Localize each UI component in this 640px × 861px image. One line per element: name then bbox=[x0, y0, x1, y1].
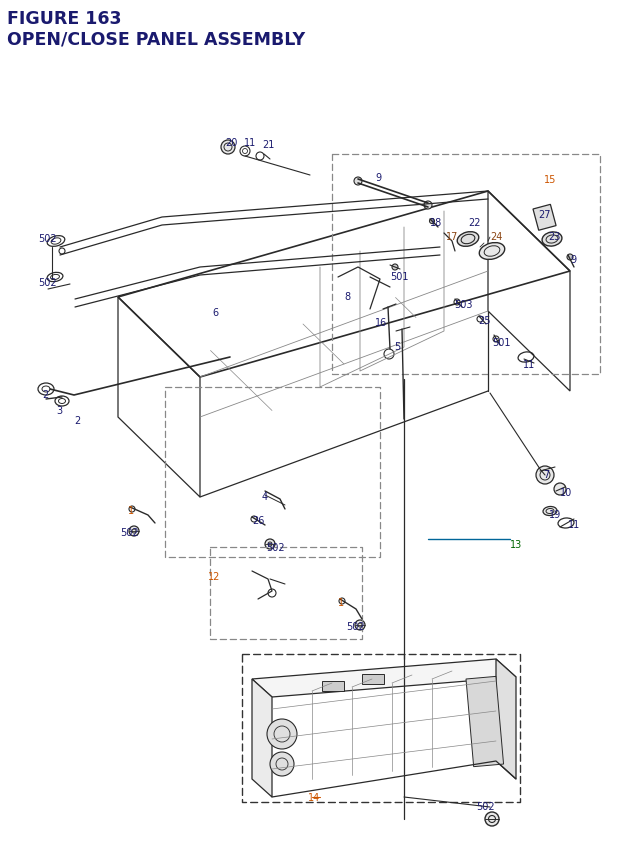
Text: 5: 5 bbox=[394, 342, 400, 351]
Circle shape bbox=[429, 220, 435, 224]
Text: 20: 20 bbox=[225, 138, 237, 148]
Text: 16: 16 bbox=[375, 318, 387, 328]
Text: 24: 24 bbox=[490, 232, 502, 242]
Bar bbox=[362, 674, 384, 684]
Text: 502: 502 bbox=[38, 233, 56, 244]
Text: 21: 21 bbox=[262, 139, 275, 150]
Text: 502: 502 bbox=[266, 542, 285, 553]
Text: 27: 27 bbox=[538, 210, 550, 220]
Text: OPEN/CLOSE PANEL ASSEMBLY: OPEN/CLOSE PANEL ASSEMBLY bbox=[7, 30, 305, 48]
Text: 17: 17 bbox=[446, 232, 458, 242]
Text: 14: 14 bbox=[308, 792, 320, 802]
Circle shape bbox=[221, 141, 235, 155]
Text: 2: 2 bbox=[42, 389, 48, 400]
Text: 501: 501 bbox=[492, 338, 511, 348]
Text: 11: 11 bbox=[568, 519, 580, 530]
Circle shape bbox=[354, 177, 362, 186]
Text: 9: 9 bbox=[570, 255, 576, 264]
Text: 8: 8 bbox=[344, 292, 350, 301]
Text: 6: 6 bbox=[212, 307, 218, 318]
Circle shape bbox=[355, 620, 365, 630]
Bar bbox=[466, 677, 504, 767]
Text: 11: 11 bbox=[244, 138, 256, 148]
Polygon shape bbox=[252, 679, 272, 797]
Text: 15: 15 bbox=[544, 175, 556, 185]
Text: 19: 19 bbox=[549, 510, 561, 519]
Bar bbox=[533, 205, 556, 231]
Circle shape bbox=[129, 526, 139, 536]
Circle shape bbox=[567, 255, 573, 261]
Ellipse shape bbox=[542, 232, 562, 247]
Circle shape bbox=[536, 467, 554, 485]
Text: 2: 2 bbox=[74, 416, 80, 425]
Circle shape bbox=[485, 812, 499, 826]
Text: 22: 22 bbox=[468, 218, 481, 228]
Circle shape bbox=[392, 264, 398, 270]
Ellipse shape bbox=[543, 507, 557, 516]
Text: FIGURE 163: FIGURE 163 bbox=[7, 10, 122, 28]
Text: 18: 18 bbox=[430, 218, 442, 228]
Polygon shape bbox=[252, 660, 516, 697]
Text: 7: 7 bbox=[543, 469, 549, 480]
Text: 12: 12 bbox=[208, 572, 220, 581]
Circle shape bbox=[270, 753, 294, 776]
Text: 26: 26 bbox=[252, 516, 264, 525]
Text: 1: 1 bbox=[128, 505, 134, 516]
Text: 25: 25 bbox=[478, 316, 490, 325]
Text: 502: 502 bbox=[346, 622, 365, 631]
Bar bbox=[322, 681, 344, 691]
Text: 23: 23 bbox=[548, 232, 561, 242]
Circle shape bbox=[265, 539, 275, 549]
Text: 503: 503 bbox=[454, 300, 472, 310]
Text: 4: 4 bbox=[262, 492, 268, 501]
Circle shape bbox=[267, 719, 297, 749]
Text: 13: 13 bbox=[510, 539, 522, 549]
Text: 11: 11 bbox=[523, 360, 535, 369]
Text: 10: 10 bbox=[560, 487, 572, 498]
Text: 502: 502 bbox=[476, 801, 495, 811]
Polygon shape bbox=[496, 660, 516, 779]
Text: 502: 502 bbox=[120, 528, 139, 537]
Circle shape bbox=[424, 201, 432, 210]
Text: 502: 502 bbox=[38, 278, 56, 288]
Ellipse shape bbox=[457, 232, 479, 247]
Circle shape bbox=[554, 483, 566, 495]
Text: 501: 501 bbox=[390, 272, 408, 282]
Ellipse shape bbox=[479, 244, 505, 260]
Text: 1: 1 bbox=[338, 598, 344, 607]
Text: 9: 9 bbox=[375, 173, 381, 183]
Text: 3: 3 bbox=[56, 406, 62, 416]
